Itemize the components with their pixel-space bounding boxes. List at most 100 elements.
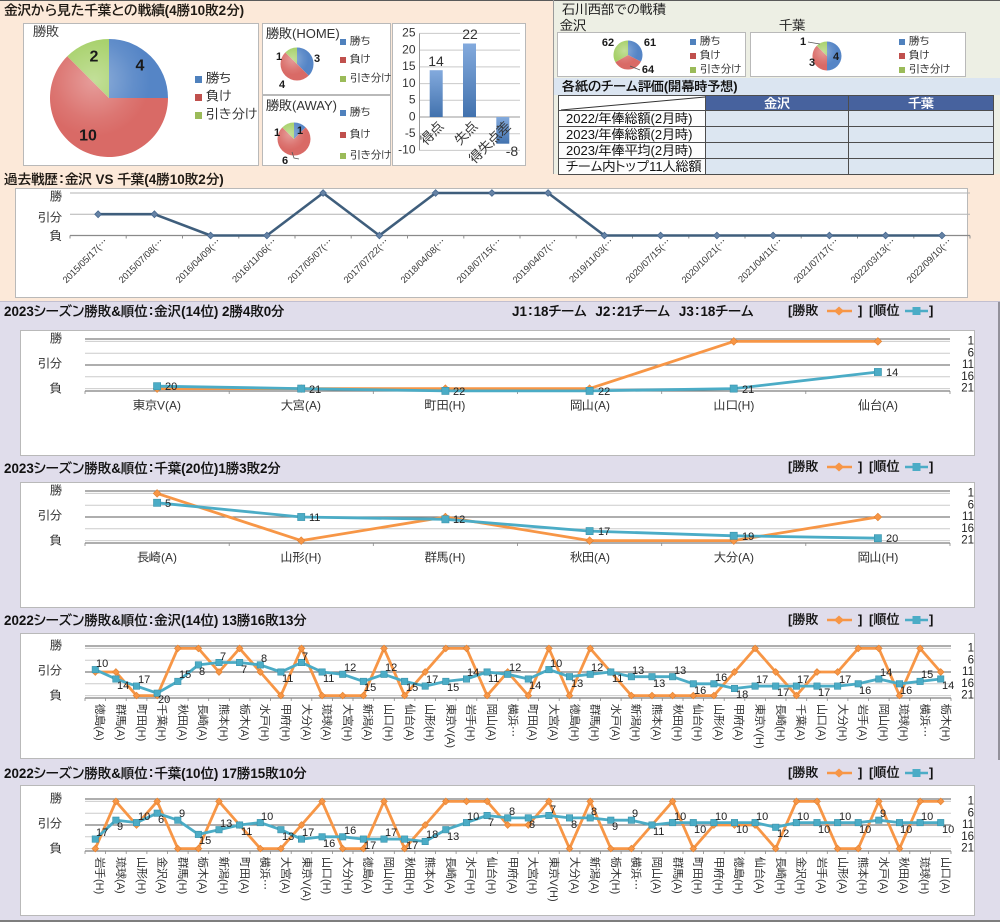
- svg-text:山口(A): 山口(A): [940, 857, 951, 894]
- svg-text:栃木(H): 栃木(H): [610, 857, 621, 894]
- svg-text:7: 7: [302, 651, 308, 662]
- svg-text:10: 10: [715, 811, 727, 822]
- svg-text:町田(H): 町田(H): [692, 857, 703, 894]
- svg-text:徳島(A): 徳島(A): [94, 704, 106, 741]
- svg-text:13: 13: [447, 831, 459, 842]
- svg-text:15: 15: [402, 60, 416, 72]
- svg-text:10: 10: [921, 811, 933, 822]
- svg-text:琉球(A): 琉球(A): [321, 704, 332, 741]
- svg-text:14: 14: [880, 667, 892, 678]
- svg-text:負: 負: [50, 381, 63, 394]
- svg-text:1: 1: [968, 488, 974, 499]
- svg-text:横浜…: 横浜…: [919, 703, 931, 737]
- svg-text:群馬(H): 群馬(H): [177, 857, 189, 894]
- svg-text:10: 10: [138, 811, 150, 822]
- svg-text:10: 10: [797, 811, 809, 822]
- svg-text:山形(H): 山形(H): [136, 857, 148, 894]
- svg-text:12: 12: [453, 514, 465, 525]
- svg-text:岡山(A): 岡山(A): [570, 399, 610, 412]
- svg-text:負: 負: [50, 688, 63, 701]
- svg-text:徳島(H): 徳島(H): [733, 857, 745, 894]
- svg-text:7: 7: [550, 804, 556, 815]
- svg-text:東京V(H): 東京V(H): [548, 856, 559, 902]
- svg-text:甲府(H): 甲府(H): [280, 704, 291, 741]
- svg-text:岩手(A): 岩手(A): [857, 703, 869, 741]
- svg-text:町田(H): 町田(H): [136, 704, 147, 741]
- svg-text:群馬(A): 群馬(A): [115, 704, 127, 741]
- svg-text:6: 6: [968, 347, 974, 358]
- svg-text:長崎(H): 長崎(H): [775, 704, 787, 741]
- svg-text:町田(A): 町田(A): [239, 857, 250, 894]
- svg-text:10: 10: [96, 658, 108, 669]
- svg-text:秋田(A): 秋田(A): [569, 551, 610, 564]
- svg-text:10: 10: [694, 824, 706, 835]
- svg-text:勝: 勝: [50, 189, 63, 202]
- svg-text:25: 25: [402, 27, 416, 39]
- svg-text:13: 13: [632, 665, 644, 676]
- svg-text:17: 17: [598, 526, 610, 537]
- svg-text:12: 12: [385, 662, 397, 673]
- svg-text:東京V(A): 東京V(A): [445, 703, 456, 748]
- svg-text:山口(H): 山口(H): [321, 857, 332, 894]
- svg-text:13: 13: [571, 678, 583, 689]
- svg-text:13: 13: [653, 678, 665, 689]
- svg-text:勝: 勝: [50, 483, 63, 496]
- svg-text:12: 12: [344, 662, 356, 673]
- svg-text:20: 20: [158, 694, 170, 705]
- svg-text:9: 9: [117, 821, 123, 832]
- svg-text:16: 16: [859, 685, 871, 696]
- svg-text:17: 17: [364, 840, 376, 851]
- svg-text:18: 18: [426, 829, 438, 840]
- svg-text:新潟(H): 新潟(H): [218, 856, 230, 894]
- svg-text:大宮(A): 大宮(A): [280, 857, 291, 894]
- svg-text:勝: 勝: [50, 791, 63, 804]
- svg-text:61: 61: [644, 37, 656, 48]
- svg-text:4: 4: [833, 51, 840, 62]
- svg-text:10: 10: [736, 824, 748, 835]
- svg-text:琉球(H): 琉球(H): [898, 704, 909, 741]
- svg-text:-5: -5: [405, 127, 416, 139]
- svg-text:62: 62: [602, 37, 614, 48]
- svg-text:2: 2: [90, 47, 99, 63]
- svg-text:3: 3: [809, 57, 815, 68]
- svg-text:熊本(H): 熊本(H): [218, 704, 230, 741]
- svg-text:岡山(A): 岡山(A): [651, 857, 662, 894]
- svg-text:16: 16: [900, 685, 912, 696]
- svg-text:町田(A): 町田(A): [527, 704, 538, 741]
- svg-text:11: 11: [488, 673, 499, 684]
- svg-text:20: 20: [165, 381, 177, 392]
- svg-text:6: 6: [158, 814, 164, 825]
- svg-text:1: 1: [968, 796, 974, 807]
- svg-text:大宮(A): 大宮(A): [548, 704, 559, 741]
- svg-text:16: 16: [961, 831, 974, 842]
- svg-text:16: 16: [961, 523, 974, 534]
- svg-text:10: 10: [402, 77, 416, 89]
- svg-text:10: 10: [756, 811, 768, 822]
- svg-text:17: 17: [818, 687, 830, 698]
- svg-text:8: 8: [529, 819, 535, 830]
- svg-text:11: 11: [309, 512, 320, 523]
- svg-text:3: 3: [314, 53, 320, 64]
- svg-text:仙台(H): 仙台(H): [692, 704, 704, 741]
- svg-text:熊本(A): 熊本(A): [651, 704, 663, 741]
- svg-text:5: 5: [409, 94, 416, 106]
- svg-text:10: 10: [261, 811, 273, 822]
- svg-text:新潟(H): 新潟(H): [630, 703, 642, 741]
- svg-text:17: 17: [406, 840, 418, 851]
- svg-text:13: 13: [282, 831, 294, 842]
- svg-text:琉球(A): 琉球(A): [115, 857, 126, 894]
- svg-text:16: 16: [323, 838, 335, 849]
- svg-text:長崎(H): 長崎(H): [775, 857, 787, 894]
- svg-text:14: 14: [886, 367, 898, 378]
- svg-text:14: 14: [942, 680, 954, 691]
- svg-text:11: 11: [962, 819, 974, 830]
- svg-text:琉球(H): 琉球(H): [919, 857, 930, 894]
- svg-text:1: 1: [276, 51, 282, 62]
- svg-text:4: 4: [279, 79, 286, 90]
- svg-text:岩手(H): 岩手(H): [465, 703, 477, 741]
- svg-text:大分(A): 大分(A): [569, 857, 581, 894]
- svg-text:山形(A): 山形(A): [713, 704, 725, 741]
- svg-text:64: 64: [642, 64, 655, 75]
- svg-text:6: 6: [968, 654, 974, 665]
- svg-text:仙台(A): 仙台(A): [404, 704, 416, 741]
